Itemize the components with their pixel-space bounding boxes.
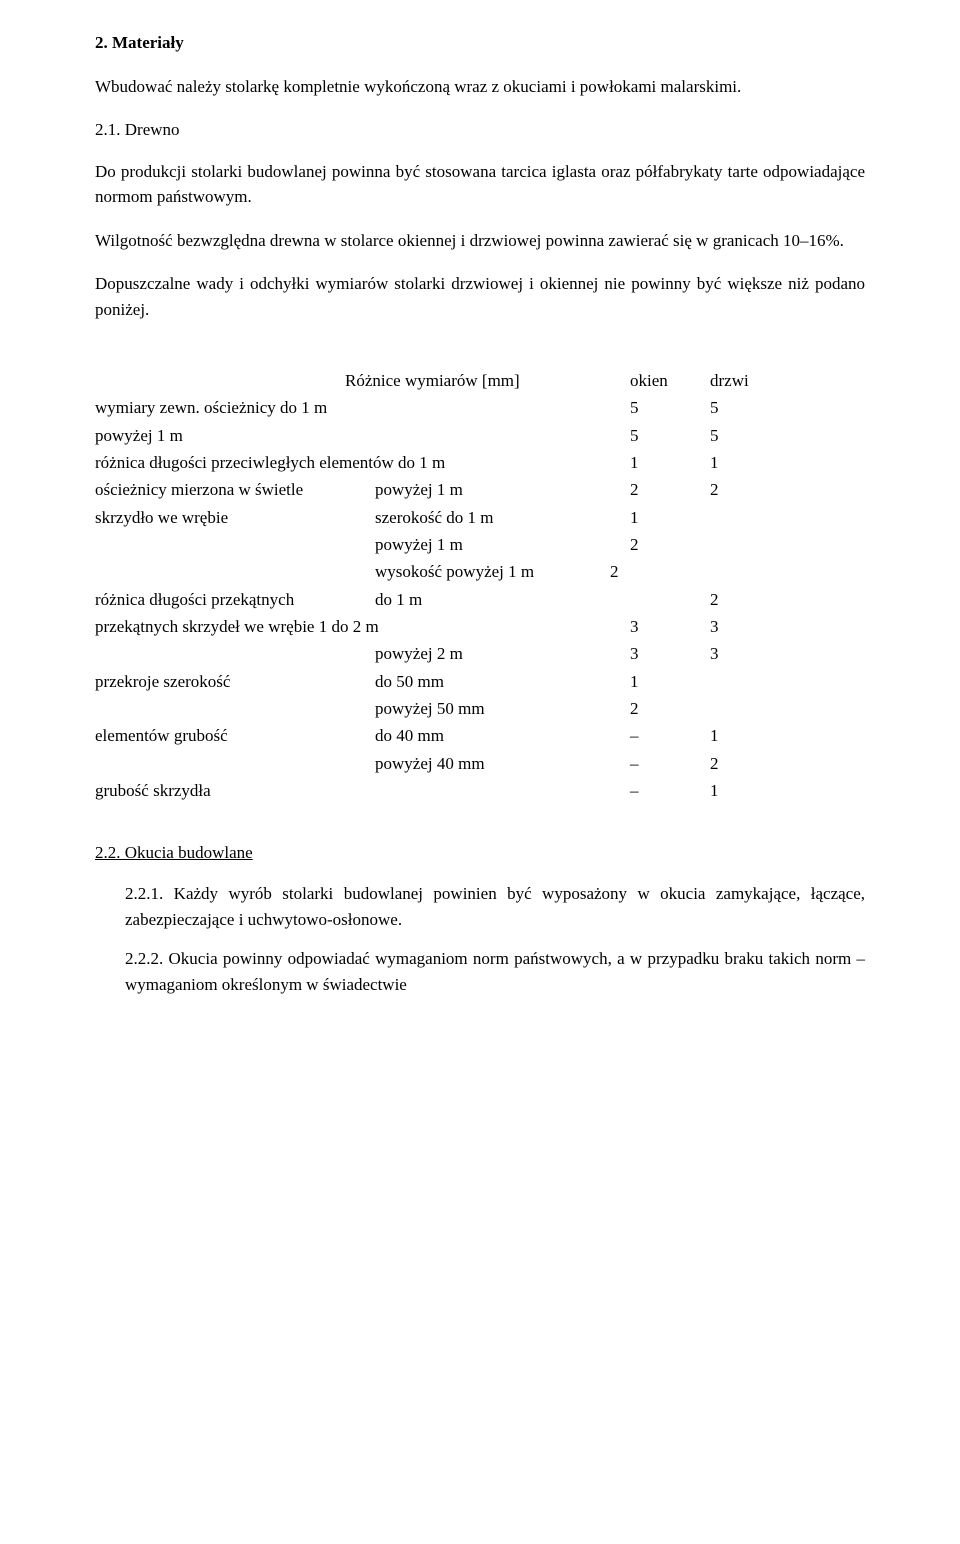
row-drzwi: 3 bbox=[710, 641, 790, 667]
row-label: różnica długości przeciwległych elementó… bbox=[95, 450, 630, 476]
row-drzwi bbox=[710, 505, 790, 531]
section-22-p1: 2.2.1. Każdy wyrób stolarki budowlanej p… bbox=[95, 881, 865, 932]
row-drzwi: 2 bbox=[710, 587, 790, 613]
row-okien bbox=[630, 587, 710, 613]
table-row: elementów grubość do 40 mm – 1 bbox=[95, 723, 865, 749]
row-okien: 2 bbox=[630, 696, 710, 722]
row-mid: powyżej 1 m bbox=[375, 532, 630, 558]
table-header-row: Różnice wymiarów [mm] okien drzwi bbox=[95, 368, 865, 394]
row-label: różnica długości przekątnych bbox=[95, 587, 375, 613]
table-row: różnica długości przeciwległych elementó… bbox=[95, 450, 865, 476]
row-drzwi: 5 bbox=[710, 423, 790, 449]
row-drzwi: 1 bbox=[710, 450, 790, 476]
row-label bbox=[95, 641, 375, 667]
row-drzwi: 2 bbox=[710, 477, 790, 503]
row-label bbox=[95, 532, 375, 558]
row-okien: 2 bbox=[630, 532, 710, 558]
table-row: powyżej 40 mm – 2 bbox=[95, 751, 865, 777]
row-okien: 1 bbox=[630, 669, 710, 695]
table-row: różnica długości przekątnych do 1 m 2 bbox=[95, 587, 865, 613]
row-label: powyżej 1 m bbox=[95, 423, 630, 449]
row-drzwi: 1 bbox=[710, 778, 790, 804]
table-header-okien: okien bbox=[630, 368, 710, 394]
row-label: elementów grubość bbox=[95, 723, 375, 749]
row-mid: powyżej 2 m bbox=[375, 641, 630, 667]
row-okien: – bbox=[630, 778, 710, 804]
section-22-p2: 2.2.2. Okucia powinny odpowiadać wymagan… bbox=[95, 946, 865, 997]
table-row: powyżej 2 m 3 3 bbox=[95, 641, 865, 667]
row-label: wymiary zewn. ościeżnicy do 1 m bbox=[95, 395, 630, 421]
row-okien: 2 bbox=[610, 559, 630, 585]
section-22-heading: 2.2. Okucia budowlane bbox=[95, 840, 865, 866]
row-mid: szerokość do 1 m bbox=[375, 505, 630, 531]
row-drzwi: 3 bbox=[710, 614, 790, 640]
table-row: ościeżnicy mierzona w świetle powyżej 1 … bbox=[95, 477, 865, 503]
row-drzwi bbox=[630, 559, 710, 585]
table-row: powyżej 50 mm 2 bbox=[95, 696, 865, 722]
row-label: przekątnych skrzydeł we wrębie 1 do 2 m bbox=[95, 614, 630, 640]
row-drzwi: 5 bbox=[710, 395, 790, 421]
section-21-p3: Dopuszczalne wady i odchyłki wymiarów st… bbox=[95, 271, 865, 322]
table-row: przekroje szerokość do 50 mm 1 bbox=[95, 669, 865, 695]
row-mid: powyżej 1 m bbox=[375, 477, 630, 503]
row-label: przekroje szerokość bbox=[95, 669, 375, 695]
row-mid: powyżej 40 mm bbox=[375, 751, 630, 777]
row-okien: 2 bbox=[630, 477, 710, 503]
table-header-diffs: Różnice wymiarów [mm] bbox=[345, 368, 630, 394]
table-row: skrzydło we wrębie szerokość do 1 m 1 bbox=[95, 505, 865, 531]
section-2-intro: Wbudować należy stolarkę kompletnie wyko… bbox=[95, 74, 865, 100]
table-row: wysokość powyżej 1 m 2 bbox=[95, 559, 865, 585]
table-row: grubość skrzydła – 1 bbox=[95, 778, 865, 804]
row-okien: 3 bbox=[630, 614, 710, 640]
row-mid: do 50 mm bbox=[375, 669, 630, 695]
row-label: skrzydło we wrębie bbox=[95, 505, 375, 531]
section-21-heading: 2.1. Drewno bbox=[95, 117, 865, 143]
row-label bbox=[95, 559, 375, 585]
table-header-drzwi: drzwi bbox=[710, 368, 790, 394]
row-mid: powyżej 50 mm bbox=[375, 696, 630, 722]
section-2-heading: 2. Materiały bbox=[95, 30, 865, 56]
row-okien: 5 bbox=[630, 395, 710, 421]
row-label bbox=[95, 696, 375, 722]
row-label bbox=[95, 751, 375, 777]
section-21-p2: Wilgotność bezwzględna drewna w stolarce… bbox=[95, 228, 865, 254]
row-drzwi: 1 bbox=[710, 723, 790, 749]
table-row: przekątnych skrzydeł we wrębie 1 do 2 m … bbox=[95, 614, 865, 640]
row-mid: do 1 m bbox=[375, 587, 630, 613]
row-mid: wysokość powyżej 1 m bbox=[375, 559, 610, 585]
section-21-p1: Do produkcji stolarki budowlanej powinna… bbox=[95, 159, 865, 210]
table-row: powyżej 1 m 2 bbox=[95, 532, 865, 558]
row-okien: 1 bbox=[630, 450, 710, 476]
table-row: wymiary zewn. ościeżnicy do 1 m 5 5 bbox=[95, 395, 865, 421]
row-drzwi: 2 bbox=[710, 751, 790, 777]
row-okien: 1 bbox=[630, 505, 710, 531]
row-okien: – bbox=[630, 751, 710, 777]
row-okien: 5 bbox=[630, 423, 710, 449]
row-drzwi bbox=[710, 532, 790, 558]
table-row: powyżej 1 m 5 5 bbox=[95, 423, 865, 449]
row-okien: 3 bbox=[630, 641, 710, 667]
row-drzwi bbox=[710, 669, 790, 695]
row-label: ościeżnicy mierzona w świetle bbox=[95, 477, 375, 503]
row-mid: do 40 mm bbox=[375, 723, 630, 749]
row-label: grubość skrzydła bbox=[95, 778, 630, 804]
row-okien: – bbox=[630, 723, 710, 749]
row-drzwi bbox=[710, 696, 790, 722]
